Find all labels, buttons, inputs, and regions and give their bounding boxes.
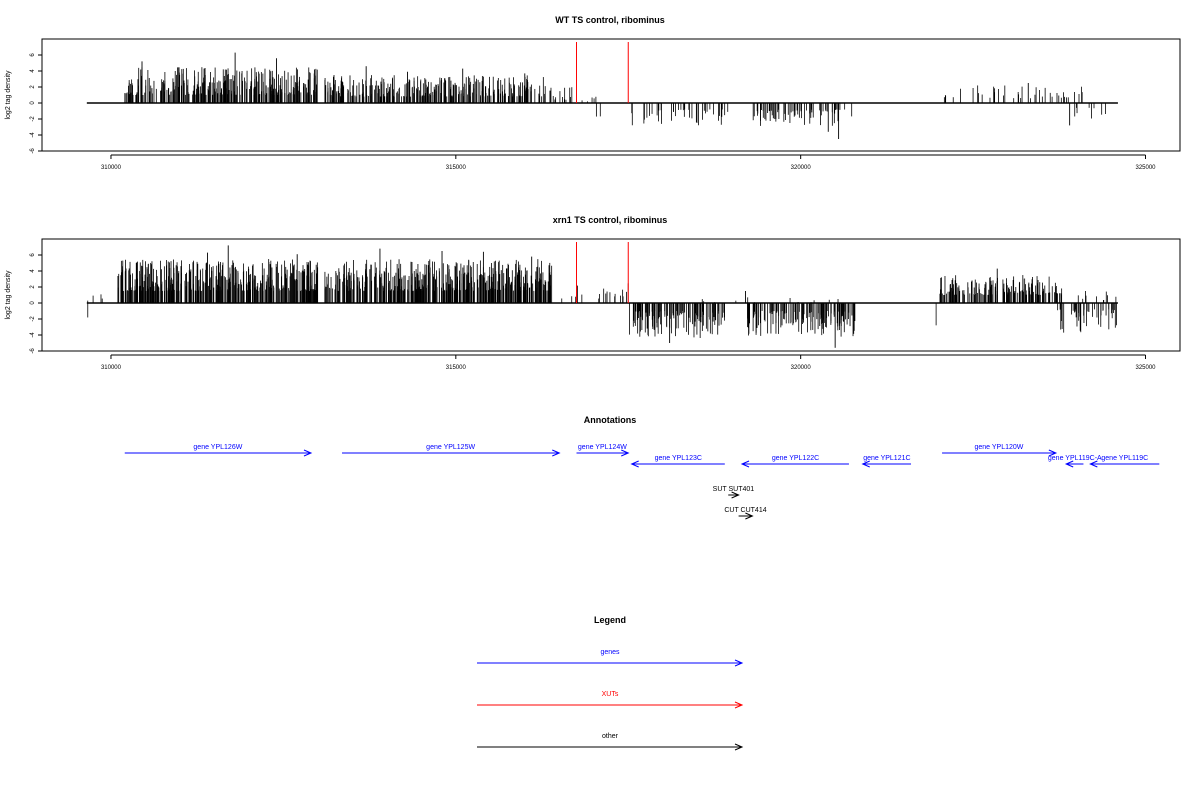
xrn1-track-y-axis: -6 -4 -2 0 2 4 6 bbox=[30, 253, 42, 354]
legend-label: other bbox=[602, 733, 619, 740]
wt-track-panel: WT TS control, ribominus log2 tag densit… bbox=[5, 15, 1181, 171]
y-tick-label: -4 bbox=[30, 332, 36, 338]
y-tick-label: -4 bbox=[30, 132, 36, 138]
wt-track-bars bbox=[86, 52, 1118, 139]
y-tick-label: 6 bbox=[30, 53, 36, 57]
gene-feature: gene YPL121C bbox=[861, 455, 912, 468]
arrow-head-icon bbox=[734, 701, 744, 709]
other-feature-label: CUT CUT414 bbox=[724, 507, 766, 514]
gene-feature-label: gene YPL122C bbox=[772, 455, 819, 462]
xrn1-track-ylabel: log2 tag density bbox=[5, 270, 12, 320]
arrow-head-icon bbox=[745, 512, 754, 520]
legend-item: XUTs bbox=[477, 691, 744, 709]
x-tick-label: 315000 bbox=[446, 365, 467, 371]
x-tick-label: 315000 bbox=[446, 165, 467, 171]
arrow-head-icon bbox=[303, 449, 313, 457]
arrow-head-icon bbox=[1048, 449, 1058, 457]
legend-label: XUTs bbox=[602, 691, 619, 698]
wt-track-ylabel: log2 tag density bbox=[5, 70, 12, 120]
legend-items: genes XUTs other bbox=[477, 649, 744, 751]
wt-track-markers bbox=[576, 42, 629, 103]
gene-feature: gene YPL123C bbox=[630, 455, 725, 468]
y-tick-label: 2 bbox=[30, 85, 36, 89]
arrow-head-icon bbox=[731, 491, 740, 499]
arrow-head-icon bbox=[740, 460, 750, 468]
legend-item: genes bbox=[477, 649, 744, 667]
wt-track-title: WT TS control, ribominus bbox=[555, 15, 665, 25]
gene-feature: gene YPL119C-A bbox=[1048, 455, 1102, 468]
xrn1-track-bars bbox=[86, 245, 1118, 348]
wt-track-plot-box bbox=[41, 38, 1181, 152]
wt-track-x-axis: 310000 315000 320000 325000 bbox=[101, 154, 1156, 171]
x-tick-label: 310000 bbox=[101, 365, 122, 371]
gene-feature-label: gene YPL120W bbox=[974, 444, 1023, 451]
y-tick-label: 4 bbox=[30, 69, 36, 73]
gene-feature: gene YPL125W bbox=[342, 444, 561, 457]
x-tick-label: 325000 bbox=[1135, 165, 1156, 171]
y-tick-label: -2 bbox=[30, 316, 36, 322]
xrn1-track-panel: xrn1 TS control, ribominus log2 tag dens… bbox=[5, 215, 1181, 371]
wt-track-y-axis: -6 -4 -2 0 2 4 6 bbox=[30, 53, 42, 154]
gene-feature-label: gene YPL125W bbox=[426, 444, 475, 451]
gene-feature-label: gene YPL119C bbox=[1101, 455, 1148, 462]
x-tick-label: 320000 bbox=[791, 165, 812, 171]
xrn1-track-plot-box bbox=[41, 238, 1181, 352]
gene-feature-label: gene YPL124W bbox=[578, 444, 627, 451]
x-tick-label: 320000 bbox=[791, 365, 812, 371]
xrn1-track-markers bbox=[576, 242, 629, 303]
other-feature: SUT SUT401 bbox=[713, 486, 755, 499]
arrow-head-icon bbox=[552, 449, 561, 457]
gene-feature-label: gene YPL121C bbox=[863, 455, 910, 462]
xrn1-track-title: xrn1 TS control, ribominus bbox=[553, 215, 668, 225]
gene-feature-label: gene YPL126W bbox=[193, 444, 242, 451]
other-feature: CUT CUT414 bbox=[724, 507, 767, 520]
y-tick-label: -2 bbox=[30, 116, 36, 122]
annotation-features: gene YPL126W gene YPL125W gene YPL124W gene… bbox=[124, 444, 1160, 520]
gene-feature: gene YPL119C bbox=[1089, 455, 1160, 468]
y-tick-label: 0 bbox=[30, 301, 36, 305]
arrow-head-icon bbox=[1089, 460, 1098, 468]
arrow-head-icon bbox=[621, 449, 630, 457]
legend-panel: Legend genes XUTs other bbox=[477, 615, 744, 751]
legend-item: other bbox=[477, 733, 744, 751]
arrow-head-icon bbox=[630, 460, 639, 468]
y-tick-label: 4 bbox=[30, 269, 36, 273]
annotations-panel: Annotations gene YPL126W gene YPL125W gene… bbox=[124, 415, 1160, 520]
y-tick-label: 6 bbox=[30, 253, 36, 257]
gene-feature: gene YPL124W bbox=[576, 444, 630, 457]
other-feature-label: SUT SUT401 bbox=[713, 486, 755, 493]
y-tick-label: 0 bbox=[30, 101, 36, 105]
annotations-title: Annotations bbox=[584, 415, 637, 425]
arrow-head-icon bbox=[734, 659, 744, 667]
y-tick-label: 2 bbox=[30, 285, 36, 289]
gene-feature: gene YPL122C bbox=[740, 455, 849, 468]
x-tick-label: 325000 bbox=[1135, 365, 1156, 371]
legend-label: genes bbox=[600, 649, 620, 656]
gene-feature-label: gene YPL119C-A bbox=[1048, 455, 1102, 462]
gene-feature: gene YPL126W bbox=[124, 444, 313, 457]
arrow-head-icon bbox=[1064, 460, 1074, 468]
x-tick-label: 310000 bbox=[101, 165, 122, 171]
arrow-head-icon bbox=[861, 460, 870, 468]
gene-feature-label: gene YPL123C bbox=[655, 455, 702, 462]
legend-title: Legend bbox=[594, 615, 626, 625]
y-tick-label: -6 bbox=[30, 348, 36, 354]
y-tick-label: -6 bbox=[30, 148, 36, 154]
arrow-head-icon bbox=[734, 743, 744, 751]
gene-feature: gene YPL120W bbox=[942, 444, 1058, 457]
xrn1-track-x-axis: 310000 315000 320000 325000 bbox=[101, 354, 1156, 371]
